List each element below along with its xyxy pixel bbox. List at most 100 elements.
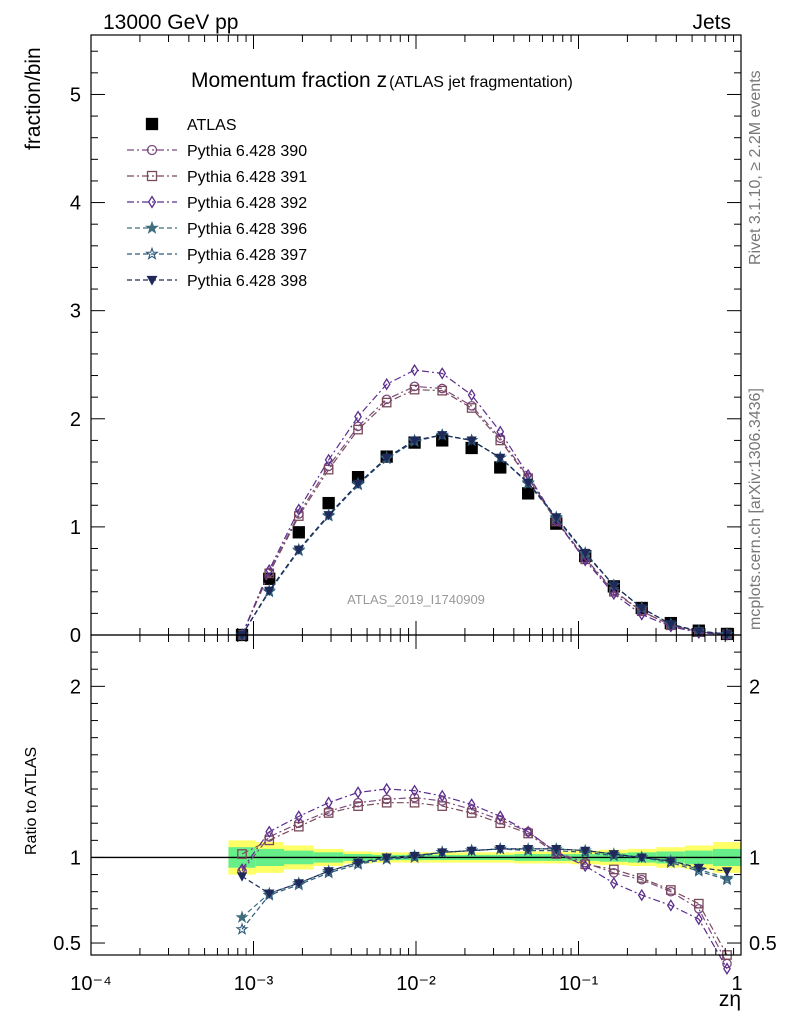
data-point — [438, 367, 447, 380]
data-point — [467, 388, 476, 402]
data-point — [636, 604, 647, 614]
legend-marker — [146, 144, 158, 156]
main-ylabel: fraction/bin — [22, 47, 45, 150]
ratio-series-pythia-6-428-390 — [237, 792, 732, 969]
data-point — [381, 397, 392, 408]
data-point — [496, 425, 505, 439]
data-point — [292, 526, 305, 539]
ratio-point — [721, 867, 733, 877]
data-point — [437, 431, 448, 441]
ratio-series-pythia-6-428-398 — [236, 844, 733, 899]
ratio-point — [409, 851, 420, 862]
legend-label: Pythia 6.428 391 — [187, 169, 307, 186]
legend-entry: Pythia 6.428 391 — [127, 169, 307, 186]
ratio-plot-area — [91, 782, 741, 975]
legend: ATLAS Pythia 6.428 390 Pythia 6.428 391 Pyt… — [127, 117, 307, 290]
ratio-point — [466, 846, 477, 856]
ratio-y-tick-label: 2 — [70, 676, 81, 698]
main-plot-area — [235, 363, 734, 642]
chart-title-sub: (ATLAS jet fragmentation) — [389, 74, 573, 91]
data-point — [293, 511, 304, 521]
legend-marker — [145, 246, 159, 260]
ratio-point — [324, 796, 333, 809]
ratio-point — [235, 922, 249, 935]
legend-entry: Pythia 6.428 390 — [127, 143, 307, 160]
ratio-point — [692, 864, 706, 877]
ratio-y-tick-label: 0.5 — [53, 933, 81, 955]
ratio-point — [409, 797, 420, 808]
ratio-point — [381, 853, 392, 863]
data-point — [322, 496, 335, 510]
ratio-point — [293, 879, 304, 889]
series-atlas — [235, 434, 734, 642]
ratio-point — [609, 876, 618, 890]
data-point — [466, 403, 477, 413]
legend-marker — [146, 275, 158, 286]
ratio-point — [438, 789, 447, 803]
ratio-point — [235, 910, 249, 923]
legend-marker — [145, 117, 159, 131]
ratio-point — [410, 784, 419, 797]
series-line — [241, 369, 728, 636]
xlabel: zη — [719, 988, 741, 1011]
data-point — [353, 424, 363, 435]
data-point — [522, 487, 535, 500]
chart-title: Momentum fraction z (ATLAS jet fragmentat… — [191, 69, 573, 92]
legend-label: Pythia 6.428 396 — [187, 221, 307, 238]
ratio-point — [581, 859, 590, 873]
ratio-line — [241, 796, 728, 964]
ratio-line — [241, 848, 728, 895]
ratio-point — [237, 849, 247, 859]
data-point — [609, 587, 618, 601]
data-point — [410, 363, 419, 377]
data-point — [382, 377, 391, 391]
legend-marker — [147, 195, 157, 209]
header-left: 13000 GeV pp — [103, 11, 238, 34]
data-point — [551, 513, 562, 523]
ratio-point — [381, 797, 392, 808]
ratio-point — [523, 844, 534, 855]
data-point — [466, 436, 477, 446]
data-point — [409, 384, 420, 395]
ratio-point — [637, 888, 646, 902]
data-point — [494, 461, 507, 474]
ratio-point — [636, 853, 647, 863]
ratio-line — [241, 802, 728, 956]
legend-marker — [146, 170, 158, 182]
chart-title-main: Momentum fraction z — [191, 69, 387, 92]
data-point — [352, 479, 364, 489]
ratio-point — [382, 782, 391, 796]
ratio-point — [608, 864, 619, 875]
ratio-point — [354, 786, 362, 799]
ratio-point — [495, 844, 506, 855]
ratio-point — [265, 825, 274, 839]
y-tick-label: 0 — [70, 625, 81, 647]
ratio-point — [636, 873, 647, 883]
data-point — [693, 627, 704, 637]
data-point — [637, 608, 646, 621]
x-tick-label: 10⁻² — [396, 973, 436, 995]
x-tick-label: 1 — [731, 973, 742, 995]
ratio-point — [694, 912, 703, 926]
legend-label: Pythia 6.428 390 — [187, 143, 307, 160]
ratio-point — [467, 798, 476, 811]
data-point — [580, 548, 591, 559]
ratio-point — [665, 856, 676, 867]
legend-entry: Pythia 6.428 396 — [127, 220, 307, 238]
series-line — [241, 434, 728, 636]
ratio-point — [551, 844, 562, 855]
ratio-point — [693, 903, 704, 914]
data-point — [495, 453, 506, 464]
ratio-point — [352, 858, 364, 868]
data-point — [381, 453, 392, 464]
x-tick-label: 10⁻¹ — [559, 973, 599, 995]
legend-marker — [145, 220, 159, 234]
ratio-line — [241, 788, 728, 969]
side-text-top: Rivet 3.1.10, ≥ 2.2M events — [747, 70, 764, 265]
y-tick-label: 5 — [70, 84, 81, 106]
ratio-point — [608, 850, 619, 860]
ratio-y-tick-label-right: 1 — [749, 847, 760, 869]
ratio-point — [294, 810, 303, 823]
legend-label: Pythia 6.428 398 — [187, 273, 307, 290]
